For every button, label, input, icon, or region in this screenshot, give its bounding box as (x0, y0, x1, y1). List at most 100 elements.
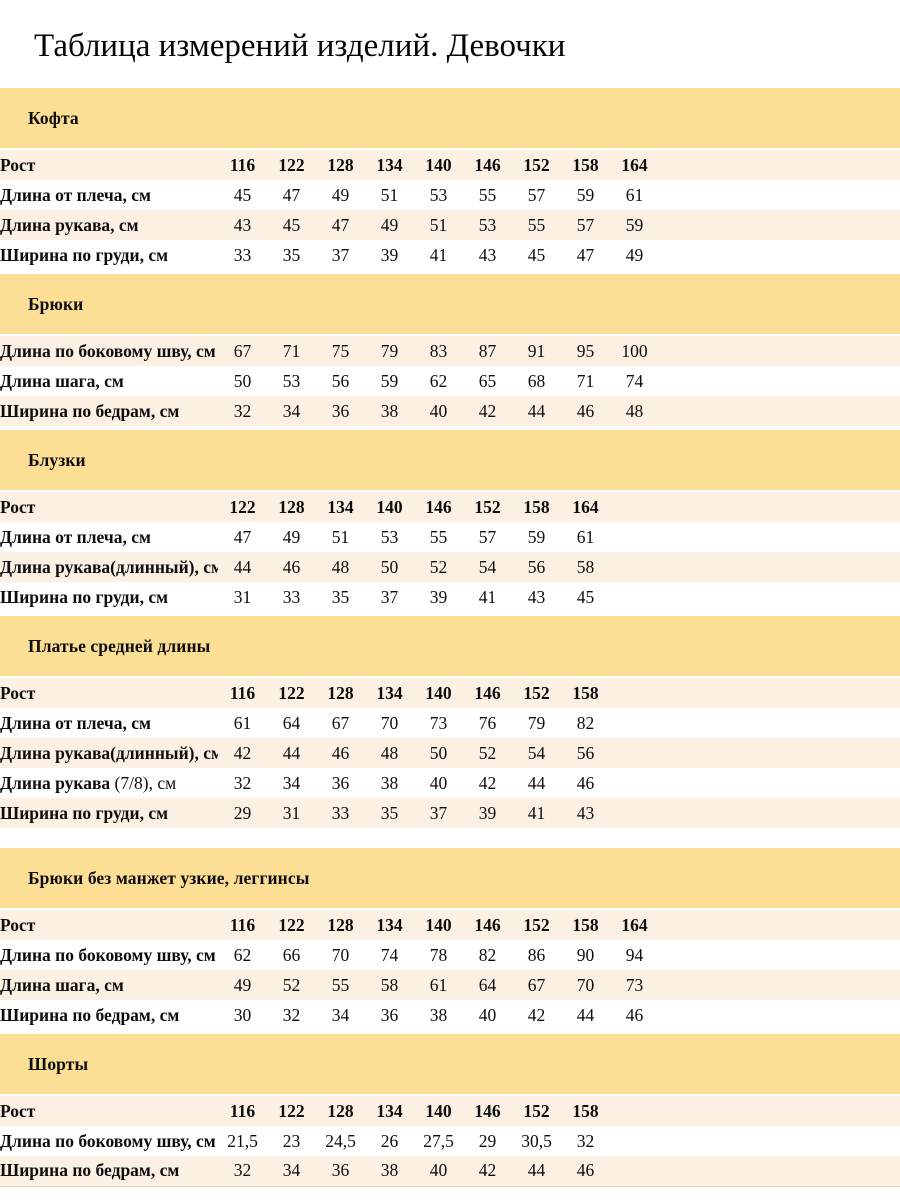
row-label-text: Рост (0, 496, 36, 517)
row-label-text: Рост (0, 154, 36, 175)
row-label: Длина от плеча, см (0, 180, 218, 210)
cell-value: 39 (429, 586, 448, 607)
cell-value: 38 (429, 1004, 448, 1025)
cell-value: 140 (425, 914, 452, 935)
cell-value: 53 (282, 370, 301, 391)
cell-value: 146 (474, 914, 501, 935)
cell-value: 71 (282, 340, 301, 361)
row-filler (659, 366, 900, 396)
cell-value: 62 (429, 370, 448, 391)
row-label: Ширина по груди, см (0, 798, 218, 828)
cell-value: 54 (478, 556, 497, 577)
cell-value: 82 (478, 944, 497, 965)
table-header-row: Рост 116 122 128 134 140 146 152 158 164 (0, 150, 900, 180)
row-label: Рост (0, 492, 218, 522)
cell-value: 40 (429, 400, 448, 421)
row-filler (659, 396, 900, 426)
section-header-band: Брюки без манжет узкие, леггинсы (0, 848, 900, 908)
table-row: Ширина по груди, см 31 33 35 37 39 41 43 45 (0, 582, 900, 612)
row-label: Длина рукава, см (0, 210, 218, 240)
cell-value: 59 (527, 526, 546, 547)
cell-value: 41 (429, 244, 448, 265)
cell-value: 94 (625, 944, 644, 965)
table-row: Длина от плеча, см 47 49 51 53 55 57 59 61 (0, 522, 900, 552)
cell-value: 44 (282, 742, 301, 763)
cell-value: 40 (478, 1004, 497, 1025)
row-filler (610, 1156, 900, 1186)
cell-value: 116 (229, 154, 256, 175)
section-header-band: Шорты (0, 1034, 900, 1094)
measurements-table: Рост 122 128 134 140 146 152 158 164 Длина от пле… (0, 492, 900, 612)
cell-value: 67 (331, 712, 350, 733)
row-label-text: Длина рукава, см (0, 214, 139, 235)
cell-value: 152 (523, 914, 550, 935)
cell-value: 49 (380, 214, 399, 235)
cell-value: 44 (576, 1004, 595, 1025)
cell-value: 122 (278, 1100, 305, 1121)
cell-value: 164 (621, 914, 648, 935)
row-label-text: Длина от плеча, см (0, 526, 151, 547)
cell-value: 53 (478, 214, 497, 235)
cell-value: 35 (380, 802, 399, 823)
cell-value: 87 (478, 340, 497, 361)
cell-value: 128 (327, 1100, 354, 1121)
cell-value: 78 (429, 944, 448, 965)
cell-value: 79 (380, 340, 399, 361)
cell-value: 140 (425, 682, 452, 703)
cell-value: 46 (625, 1004, 644, 1025)
row-filler (659, 180, 900, 210)
cell-value: 116 (229, 1100, 256, 1121)
cell-value: 122 (278, 682, 305, 703)
cell-value: 57 (527, 184, 546, 205)
cell-value: 45 (576, 586, 595, 607)
row-label-text: Ширина по груди, см (0, 802, 169, 823)
row-label-text: Длина рукава(длинный), см (0, 742, 218, 763)
row-label-text: Длина шага, см (0, 974, 124, 995)
table-row: Длина шага, см 50 53 56 59 62 65 68 71 74 (0, 366, 900, 396)
cell-value: 152 (523, 1100, 550, 1121)
cell-value: 86 (527, 944, 546, 965)
table-row: Длина рукава(длинный), см 44 46 48 50 52 54 56 5… (0, 552, 900, 582)
row-filler (610, 798, 900, 828)
cell-value: 164 (621, 154, 648, 175)
cell-value: 90 (576, 944, 595, 965)
row-label-text: Ширина по груди, см (0, 586, 169, 607)
cell-value: 43 (478, 244, 497, 265)
section-title: Платье средней длины (28, 635, 211, 656)
cell-value: 70 (380, 712, 399, 733)
row-label-text: Длина рукава(длинный), см (0, 556, 218, 577)
cell-value: 82 (576, 712, 595, 733)
table-header-row: Рост 116 122 128 134 140 146 152 158 (0, 678, 900, 708)
cell-value: 36 (331, 400, 350, 421)
cell-value: 40 (429, 772, 448, 793)
row-filler (610, 552, 900, 582)
cell-value: 61 (429, 974, 448, 995)
table-row: Длина от плеча, см 45 47 49 51 53 55 57 59 61 (0, 180, 900, 210)
cell-value: 36 (331, 772, 350, 793)
row-filler (659, 210, 900, 240)
cell-value: 31 (233, 586, 252, 607)
cell-value: 31 (282, 802, 301, 823)
cell-value: 50 (429, 742, 448, 763)
table-header-row: Рост 122 128 134 140 146 152 158 164 (0, 492, 900, 522)
cell-value: 64 (282, 712, 301, 733)
table-header-row: Рост 116 122 128 134 140 146 152 158 164 (0, 910, 900, 940)
cell-value: 122 (229, 496, 256, 517)
cell-value: 116 (229, 914, 256, 935)
cell-value: 45 (233, 184, 252, 205)
cell-value: 164 (572, 496, 599, 517)
cell-value: 43 (576, 802, 595, 823)
table-row: Длина шага, см 49 52 55 58 61 64 67 70 73 (0, 970, 900, 1000)
cell-value: 55 (331, 974, 350, 995)
row-filler (610, 678, 900, 708)
cell-value: 59 (380, 370, 399, 391)
cell-value: 152 (474, 496, 501, 517)
table-row: Длина рукава(длинный), см 42 44 46 48 50 52 54 5… (0, 738, 900, 768)
row-label: Длина рукава(длинный), см (0, 738, 218, 768)
cell-value: 39 (478, 802, 497, 823)
row-filler (610, 1126, 900, 1156)
cell-value: 128 (278, 496, 305, 517)
row-label: Длина от плеча, см (0, 522, 218, 552)
row-filler (659, 910, 900, 940)
row-filler (610, 492, 900, 522)
